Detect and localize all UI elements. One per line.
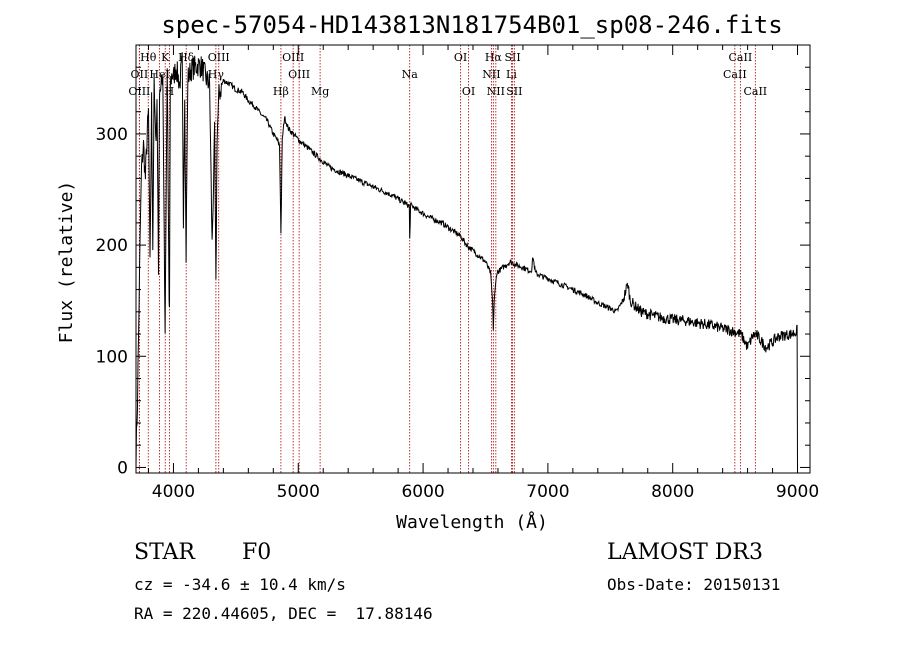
line-marker-label: OIII (288, 68, 310, 81)
line-marker-label: OII (131, 68, 149, 81)
y-axis-label: Flux (relative) (56, 181, 77, 344)
spectrum-line (135, 52, 798, 469)
line-marker-label: CaII (743, 85, 767, 98)
line-marker-label: SII (506, 85, 522, 98)
line-marker-label: OIII (128, 85, 150, 98)
object-type: STAR (134, 540, 195, 565)
redshift-value: cz = -34.6 ± 10.4 km/s (134, 575, 346, 594)
axes: 4000 5000 6000 7000 8000 9000 0 100 200 300 (96, 44, 819, 502)
line-marker-label: Na (402, 68, 419, 81)
line-marker-label: OI (462, 85, 475, 98)
x-tick-label: 8000 (651, 482, 694, 502)
y-tick-label: 200 (96, 236, 128, 256)
line-marker-label: OIII (282, 51, 304, 64)
y-tick-label: 300 (96, 125, 128, 145)
line-marker-label: Hθ (140, 51, 157, 64)
line-marker-label: K (161, 51, 170, 64)
x-tick-label: 7000 (526, 482, 569, 502)
line-marker-label: Hα (485, 51, 503, 64)
line-marker-label: OIII (208, 51, 230, 64)
line-marker-label: Mg (311, 85, 329, 98)
plot-frame (135, 44, 811, 474)
x-axis-label: Wavelength (Å) (396, 511, 548, 533)
line-marker-label: CaII (723, 68, 747, 81)
coordinates: RA = 220.44605, DEC = 17.88146 (134, 604, 433, 623)
line-marker-label: NII (482, 68, 500, 81)
line-marker-label: SII (504, 51, 520, 64)
line-marker-label: CaII (729, 51, 753, 64)
survey-name: LAMOST DR3 (607, 540, 763, 565)
line-marker-label: OI (454, 51, 467, 64)
line-marker-label: Hβ (273, 85, 289, 98)
x-tick-label: 4000 (152, 482, 195, 502)
line-marker-label: NII (487, 85, 505, 98)
y-tick-label: 0 (117, 458, 128, 478)
observation-date: Obs-Date: 20150131 (607, 575, 781, 594)
chart-title: spec-57054-HD143813N181754B01_sp08-246.f… (161, 11, 782, 39)
line-marker-label: Li (506, 68, 517, 81)
subclass: F0 (242, 540, 272, 565)
x-tick-label: 9000 (776, 482, 819, 502)
y-tick-label: 100 (96, 347, 128, 367)
x-tick-label: 5000 (277, 482, 320, 502)
line-marker-label: H (165, 85, 175, 98)
line-markers: HθOIIOIIIHeIKHHδHγOIIIHβOIIIOIIIMgNaOIOI… (128, 45, 767, 473)
x-tick-label: 6000 (401, 482, 444, 502)
line-marker-label: Hγ (208, 68, 225, 81)
spectrum-series (135, 52, 798, 469)
